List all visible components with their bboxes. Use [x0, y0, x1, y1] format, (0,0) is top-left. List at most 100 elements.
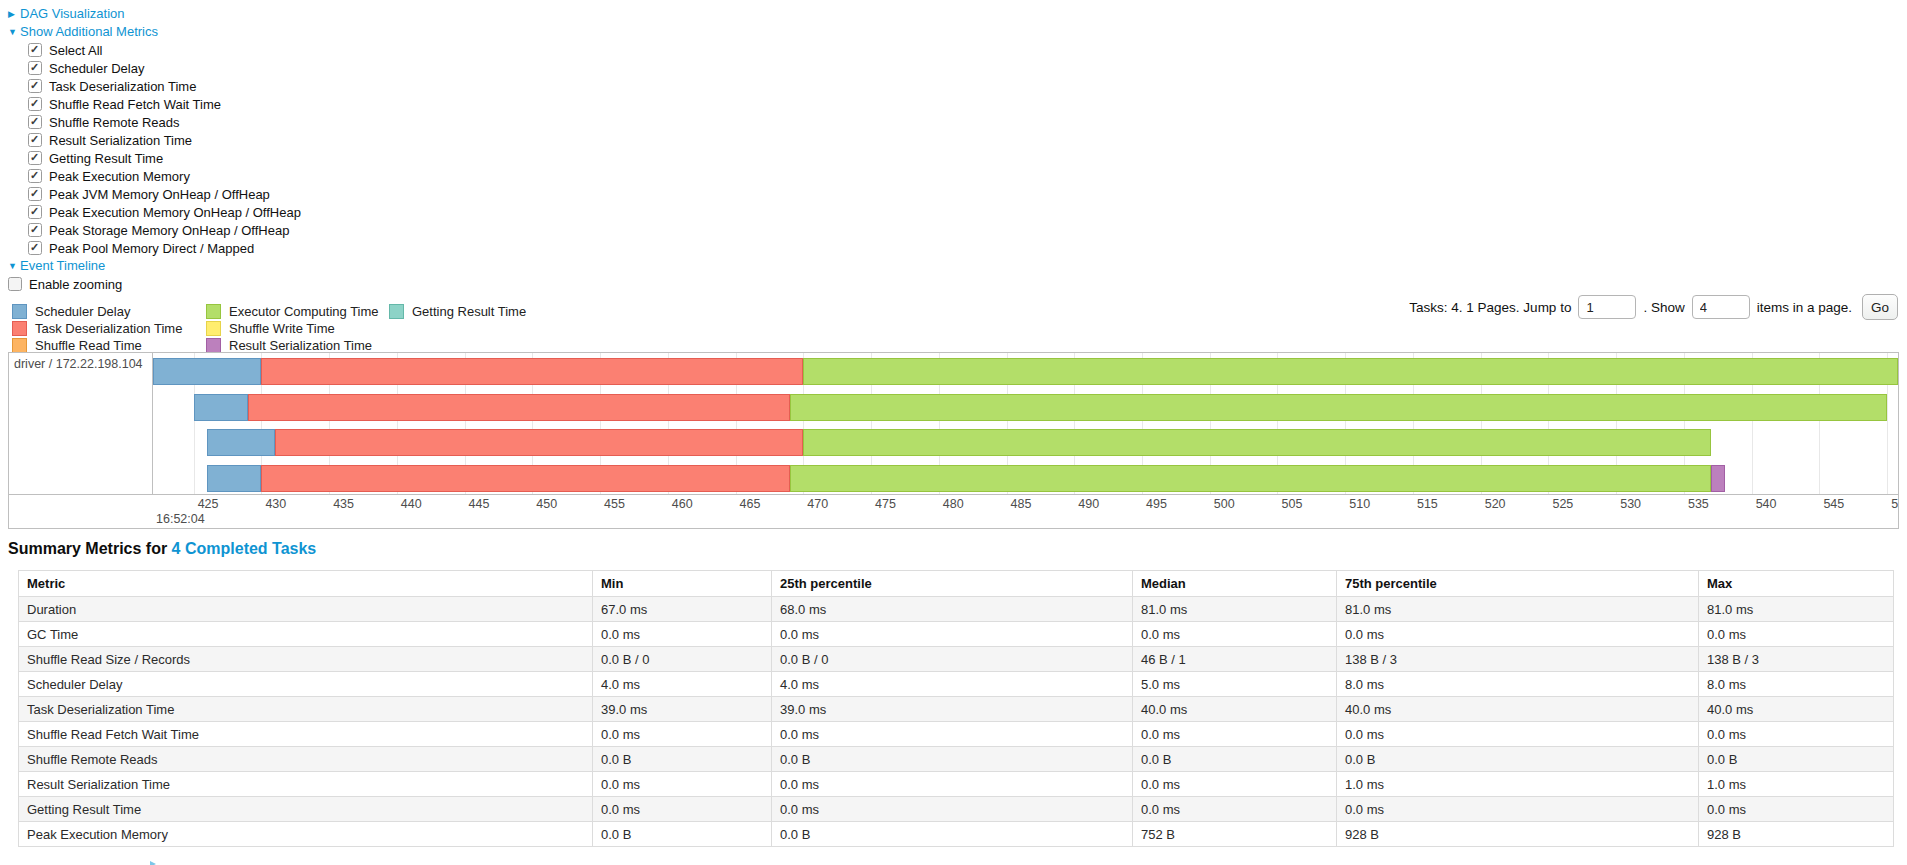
metric-name-cell: Scheduler Delay	[19, 672, 593, 697]
legend-item-label: Scheduler Delay	[35, 304, 130, 319]
enable-zooming-checkbox[interactable]	[8, 277, 22, 291]
summary-table-row: Shuffle Read Size / Records0.0 B / 00.0 …	[19, 647, 1894, 672]
event-timeline-toggle[interactable]: ▼Event Timeline	[8, 257, 301, 275]
timeline-tick-label: 495	[1146, 497, 1167, 511]
timeline-segment-scheduler-delay[interactable]	[153, 358, 261, 385]
summary-table-row: Duration67.0 ms68.0 ms81.0 ms81.0 ms81.0…	[19, 597, 1894, 622]
timeline-axis-labels: 16:52:04 4254304354404454504554604654704…	[153, 495, 1898, 528]
completed-tasks-link[interactable]: 4 Completed Tasks	[172, 540, 317, 557]
timeline-task-bar	[153, 465, 1898, 492]
expanded-arrow-icon: ▼	[8, 257, 20, 275]
metric-checkbox-list: Select All Scheduler Delay Task Deserializ…	[8, 41, 301, 257]
legend-column: Scheduler DelayTask Deserialization Time…	[12, 303, 182, 354]
timeline-tick-label: 520	[1485, 497, 1506, 511]
metric-checkbox-row[interactable]: Shuffle Read Fetch Wait Time	[8, 95, 301, 113]
summary-table-header-row: MetricMin25th percentileMedian75th perce…	[19, 571, 1894, 597]
timeline-tick-label: 500	[1214, 497, 1235, 511]
metric-value-cell: 928 B	[1699, 822, 1894, 847]
metric-checkbox-row[interactable]: Shuffle Remote Reads	[8, 113, 301, 131]
metric-value-cell: 0.0 ms	[1337, 797, 1699, 822]
timeline-segment-executor-computing[interactable]	[803, 429, 1711, 456]
timeline-segment-task-deserialization[interactable]	[248, 394, 790, 421]
metric-checkbox[interactable]	[28, 151, 42, 165]
metric-checkbox-label: Scheduler Delay	[49, 61, 144, 76]
timeline-task-bar	[153, 394, 1898, 421]
metric-value-cell: 0.0 ms	[593, 622, 772, 647]
metric-value-cell: 0.0 ms	[1133, 622, 1337, 647]
metric-value-cell: 40.0 ms	[1337, 697, 1699, 722]
timeline-segment-result-serialization[interactable]	[1711, 465, 1725, 492]
metric-checkbox-row[interactable]: Task Deserialization Time	[8, 77, 301, 95]
metric-value-cell: 138 B / 3	[1337, 647, 1699, 672]
timeline-tick-label: 475	[875, 497, 896, 511]
metric-value-cell: 0.0 ms	[1699, 622, 1894, 647]
metric-value-cell: 1.0 ms	[1699, 772, 1894, 797]
timeline-segment-scheduler-delay[interactable]	[207, 429, 275, 456]
timeline-major-time-label: 16:52:04	[156, 512, 205, 526]
enable-zooming-label: Enable zooming	[29, 277, 122, 292]
legend-item: Shuffle Write Time	[206, 320, 379, 337]
metric-checkbox-row[interactable]: Scheduler Delay	[8, 59, 301, 77]
metric-checkbox[interactable]	[28, 205, 42, 219]
timeline-segment-task-deserialization[interactable]	[275, 429, 803, 456]
collapsed-arrow-icon: ▶	[8, 5, 20, 23]
summary-table-row: Scheduler Delay4.0 ms4.0 ms5.0 ms8.0 ms8…	[19, 672, 1894, 697]
timeline-segment-executor-computing[interactable]	[803, 358, 1898, 385]
timeline-tick-label: 505	[1281, 497, 1302, 511]
metric-value-cell: 928 B	[1337, 822, 1699, 847]
metric-value-cell: 138 B / 3	[1699, 647, 1894, 672]
metric-checkbox-row[interactable]: Peak Execution Memory OnHeap / OffHeap	[8, 203, 301, 221]
metric-checkbox-row[interactable]: Getting Result Time	[8, 149, 301, 167]
metric-checkbox[interactable]	[28, 43, 42, 57]
result-serialization-swatch-icon	[206, 338, 221, 353]
metric-name-cell: Getting Result Time	[19, 797, 593, 822]
jump-to-page-input[interactable]	[1578, 295, 1636, 319]
timeline-plot-area	[153, 353, 1898, 494]
timeline-segment-executor-computing[interactable]	[790, 394, 1887, 421]
metric-checkbox-label: Shuffle Remote Reads	[49, 115, 180, 130]
timeline-tick-label: 465	[740, 497, 761, 511]
timeline-segment-scheduler-delay[interactable]	[207, 465, 261, 492]
enable-zooming-row[interactable]: Enable zooming	[8, 275, 301, 293]
metric-checkbox[interactable]	[28, 223, 42, 237]
metric-checkbox-row[interactable]: Peak JVM Memory OnHeap / OffHeap	[8, 185, 301, 203]
metric-value-cell: 0.0 ms	[772, 797, 1133, 822]
summary-metrics-title: Summary Metrics for 4 Completed Tasks	[8, 540, 316, 558]
metric-checkbox[interactable]	[28, 241, 42, 255]
metric-checkbox[interactable]	[28, 97, 42, 111]
metric-name-cell: Peak Execution Memory	[19, 822, 593, 847]
timeline-group-label: driver / 172.22.198.104	[9, 353, 152, 371]
metric-checkbox-row[interactable]: Peak Pool Memory Direct / Mapped	[8, 239, 301, 257]
timeline-tick-label: 460	[672, 497, 693, 511]
metric-name-cell: Result Serialization Time	[19, 772, 593, 797]
metric-value-cell: 8.0 ms	[1337, 672, 1699, 697]
metric-value-cell: 0.0 B	[593, 822, 772, 847]
legend-item: Getting Result Time	[389, 303, 526, 320]
task-deserialization-swatch-icon	[12, 321, 27, 336]
metric-checkbox-row[interactable]: Result Serialization Time	[8, 131, 301, 149]
metric-checkbox[interactable]	[28, 115, 42, 129]
timeline-segment-task-deserialization[interactable]	[261, 465, 789, 492]
metric-checkbox-row[interactable]: Peak Execution Memory	[8, 167, 301, 185]
metric-checkbox[interactable]	[28, 61, 42, 75]
dag-visualization-toggle[interactable]: ▶DAG Visualization	[8, 5, 301, 23]
timeline-tick-label: 550	[1891, 497, 1898, 511]
summary-table-row: Getting Result Time0.0 ms0.0 ms0.0 ms0.0…	[19, 797, 1894, 822]
metric-checkbox[interactable]	[28, 187, 42, 201]
metric-checkbox-label: Shuffle Read Fetch Wait Time	[49, 97, 221, 112]
metric-checkbox-row[interactable]: Peak Storage Memory OnHeap / OffHeap	[8, 221, 301, 239]
metric-checkbox[interactable]	[28, 79, 42, 93]
metric-checkbox[interactable]	[28, 169, 42, 183]
go-button[interactable]: Go	[1862, 294, 1898, 320]
metric-value-cell: 0.0 ms	[772, 622, 1133, 647]
metric-checkbox[interactable]	[28, 133, 42, 147]
items-per-page-input[interactable]	[1692, 295, 1750, 319]
metric-checkbox-row[interactable]: Select All	[8, 41, 301, 59]
metric-checkbox-label: Peak Pool Memory Direct / Mapped	[49, 241, 254, 256]
timeline-segment-task-deserialization[interactable]	[261, 358, 803, 385]
timeline-segment-scheduler-delay[interactable]	[194, 394, 248, 421]
show-additional-metrics-toggle[interactable]: ▼Show Additional Metrics	[8, 23, 301, 41]
timeline-segment-executor-computing[interactable]	[790, 465, 1711, 492]
metric-checkbox-label: Task Deserialization Time	[49, 79, 196, 94]
legend-column: Getting Result Time	[389, 303, 526, 320]
